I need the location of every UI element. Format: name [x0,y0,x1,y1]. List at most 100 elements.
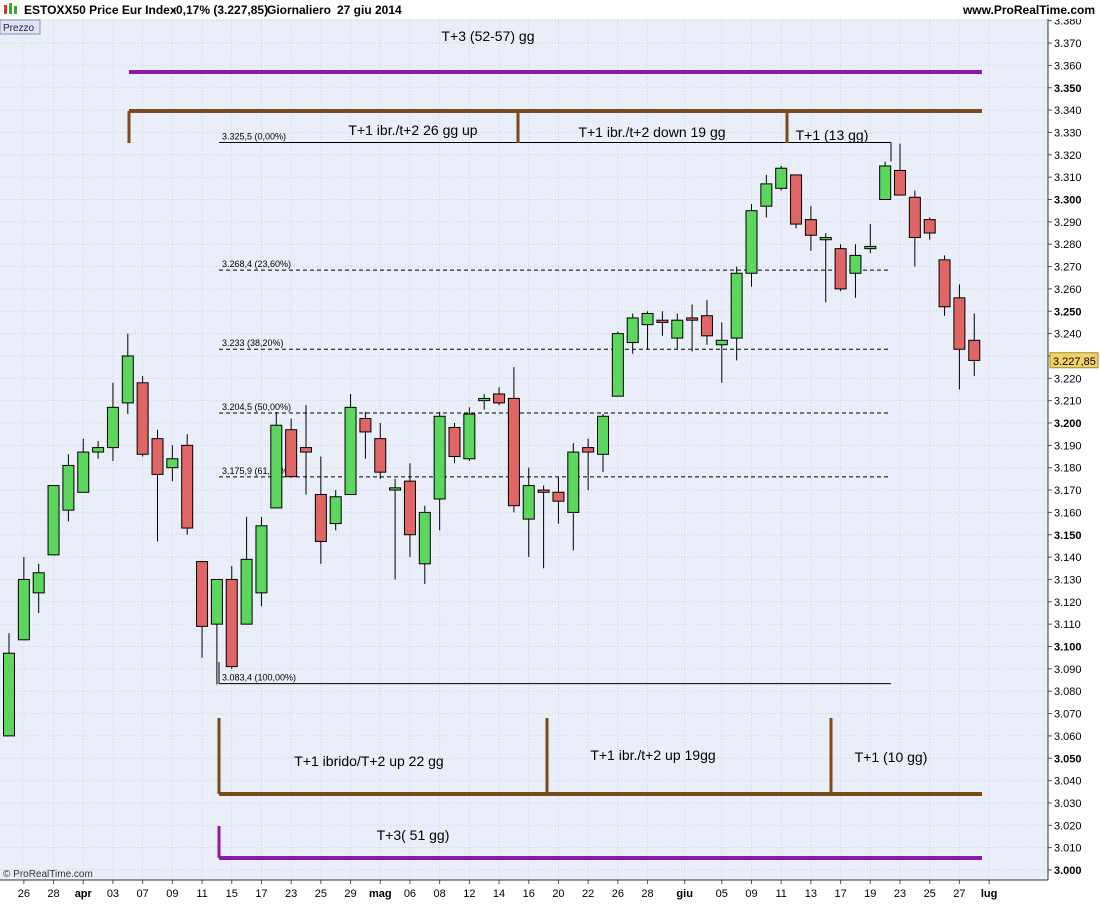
candle-down[interactable] [700,300,713,345]
x-tick-label: 25 [315,888,327,900]
candle-up[interactable] [641,311,654,350]
panel-label-box[interactable] [0,19,41,35]
y-tick-label: 3.110 [1054,619,1081,631]
candle-down[interactable] [537,485,550,569]
candle-down[interactable] [834,244,847,292]
candle-down[interactable] [582,438,595,491]
candle-down[interactable] [552,476,565,524]
candle-up[interactable] [819,233,832,303]
candle-down[interactable] [894,143,906,196]
candle-up[interactable] [121,333,134,415]
instrument-icon [4,3,17,14]
candle-up[interactable] [92,440,105,459]
panel-label: Prezzo [3,23,35,34]
candle-down[interactable] [448,423,461,464]
candle-down[interactable] [151,429,164,542]
candle-down[interactable] [507,367,520,513]
x-tick-label: mag [369,888,392,900]
site-url[interactable]: www.ProRealTime.com [962,3,1095,17]
y-tick-label: 3.050 [1054,753,1082,765]
fib-level-label: 3.325,5 (0,00%) [222,132,286,142]
candle-up[interactable] [418,505,431,584]
candle-up[interactable] [671,313,684,350]
candle-up[interactable] [760,174,773,218]
candle-up[interactable] [329,490,342,531]
x-tick-label: 15 [226,888,238,900]
candle-up[interactable] [47,485,60,556]
candle-up[interactable] [567,443,580,551]
candle-up[interactable] [210,578,223,685]
candle-up[interactable] [106,382,119,461]
y-tick-label: 3.360 [1054,60,1082,72]
candle-up[interactable] [478,393,491,410]
candle-down[interactable] [196,561,209,658]
candle-up[interactable] [32,563,45,613]
candle-up[interactable] [775,165,788,191]
y-tick-label: 3.210 [1054,396,1082,408]
candle-down[interactable] [181,434,194,535]
y-tick-label: 3.330 [1054,127,1082,139]
candle-down[interactable] [790,174,803,229]
candle-up[interactable] [730,266,743,361]
fib-level-label: 3.204,5 (50,00%) [222,402,291,412]
candle-down[interactable] [403,463,416,558]
candle-down[interactable] [656,311,669,336]
candle-up[interactable] [270,411,283,509]
candle-down[interactable] [923,217,936,240]
candle-up[interactable] [344,393,357,496]
candle-down[interactable] [493,387,506,406]
x-tick-label: 05 [716,888,728,900]
candle-down[interactable] [136,376,149,457]
header-bar [0,0,1100,19]
candle-up[interactable] [522,467,535,558]
candle-up[interactable] [17,557,30,641]
candle-up[interactable] [3,633,15,737]
candle-up[interactable] [864,224,877,254]
candle-up[interactable] [389,478,402,580]
y-tick-label: 3.270 [1054,262,1082,274]
candle-up[interactable] [849,244,862,298]
candle-up[interactable] [611,331,624,397]
y-tick-label: 3.340 [1054,105,1082,117]
candle-up[interactable] [77,438,90,493]
candle-up[interactable] [626,313,639,354]
candle-up[interactable] [597,414,609,473]
candle-up[interactable] [62,454,75,522]
candle-up[interactable] [255,516,268,607]
candle-down[interactable] [300,405,312,495]
timeframe-label: Giornaliero [267,3,331,17]
candle-up[interactable] [433,411,446,531]
candle-down[interactable] [968,313,981,377]
y-tick-label: 3.320 [1054,150,1082,162]
candle-down[interactable] [804,206,817,251]
y-tick-label: 3.100 [1054,642,1082,654]
candle-down[interactable] [314,456,327,564]
copyright-text: © ProRealTime.com [3,869,93,880]
x-tick-label: 11 [775,888,786,900]
x-tick-label: 26 [612,888,624,900]
top-cycle-3-label: T+1 (13 gg) [796,127,869,143]
cycle-annotations [127,70,982,860]
x-tick-label: 26 [18,888,30,900]
x-tick-label: 11 [196,888,207,900]
candle-down[interactable] [908,190,921,267]
x-tick-label: 22 [582,888,594,900]
candle-down[interactable] [686,304,699,352]
y-tick-label: 3.310 [1054,172,1082,184]
candle-up[interactable] [715,322,728,383]
candle-up[interactable] [240,516,253,625]
grid [0,19,1048,880]
candle-down[interactable] [374,423,387,479]
candle-down[interactable] [359,411,372,459]
candle-up[interactable] [879,161,892,201]
y-tick-label: 3.370 [1054,38,1082,50]
candle-down[interactable] [938,255,951,316]
candle-up[interactable] [166,445,179,482]
candle-up[interactable] [463,407,476,461]
candle-down[interactable] [225,566,238,669]
candle-up[interactable] [745,203,758,287]
candle-down[interactable] [285,418,298,478]
candle-down[interactable] [953,284,966,390]
x-tick-label: 12 [463,888,475,900]
